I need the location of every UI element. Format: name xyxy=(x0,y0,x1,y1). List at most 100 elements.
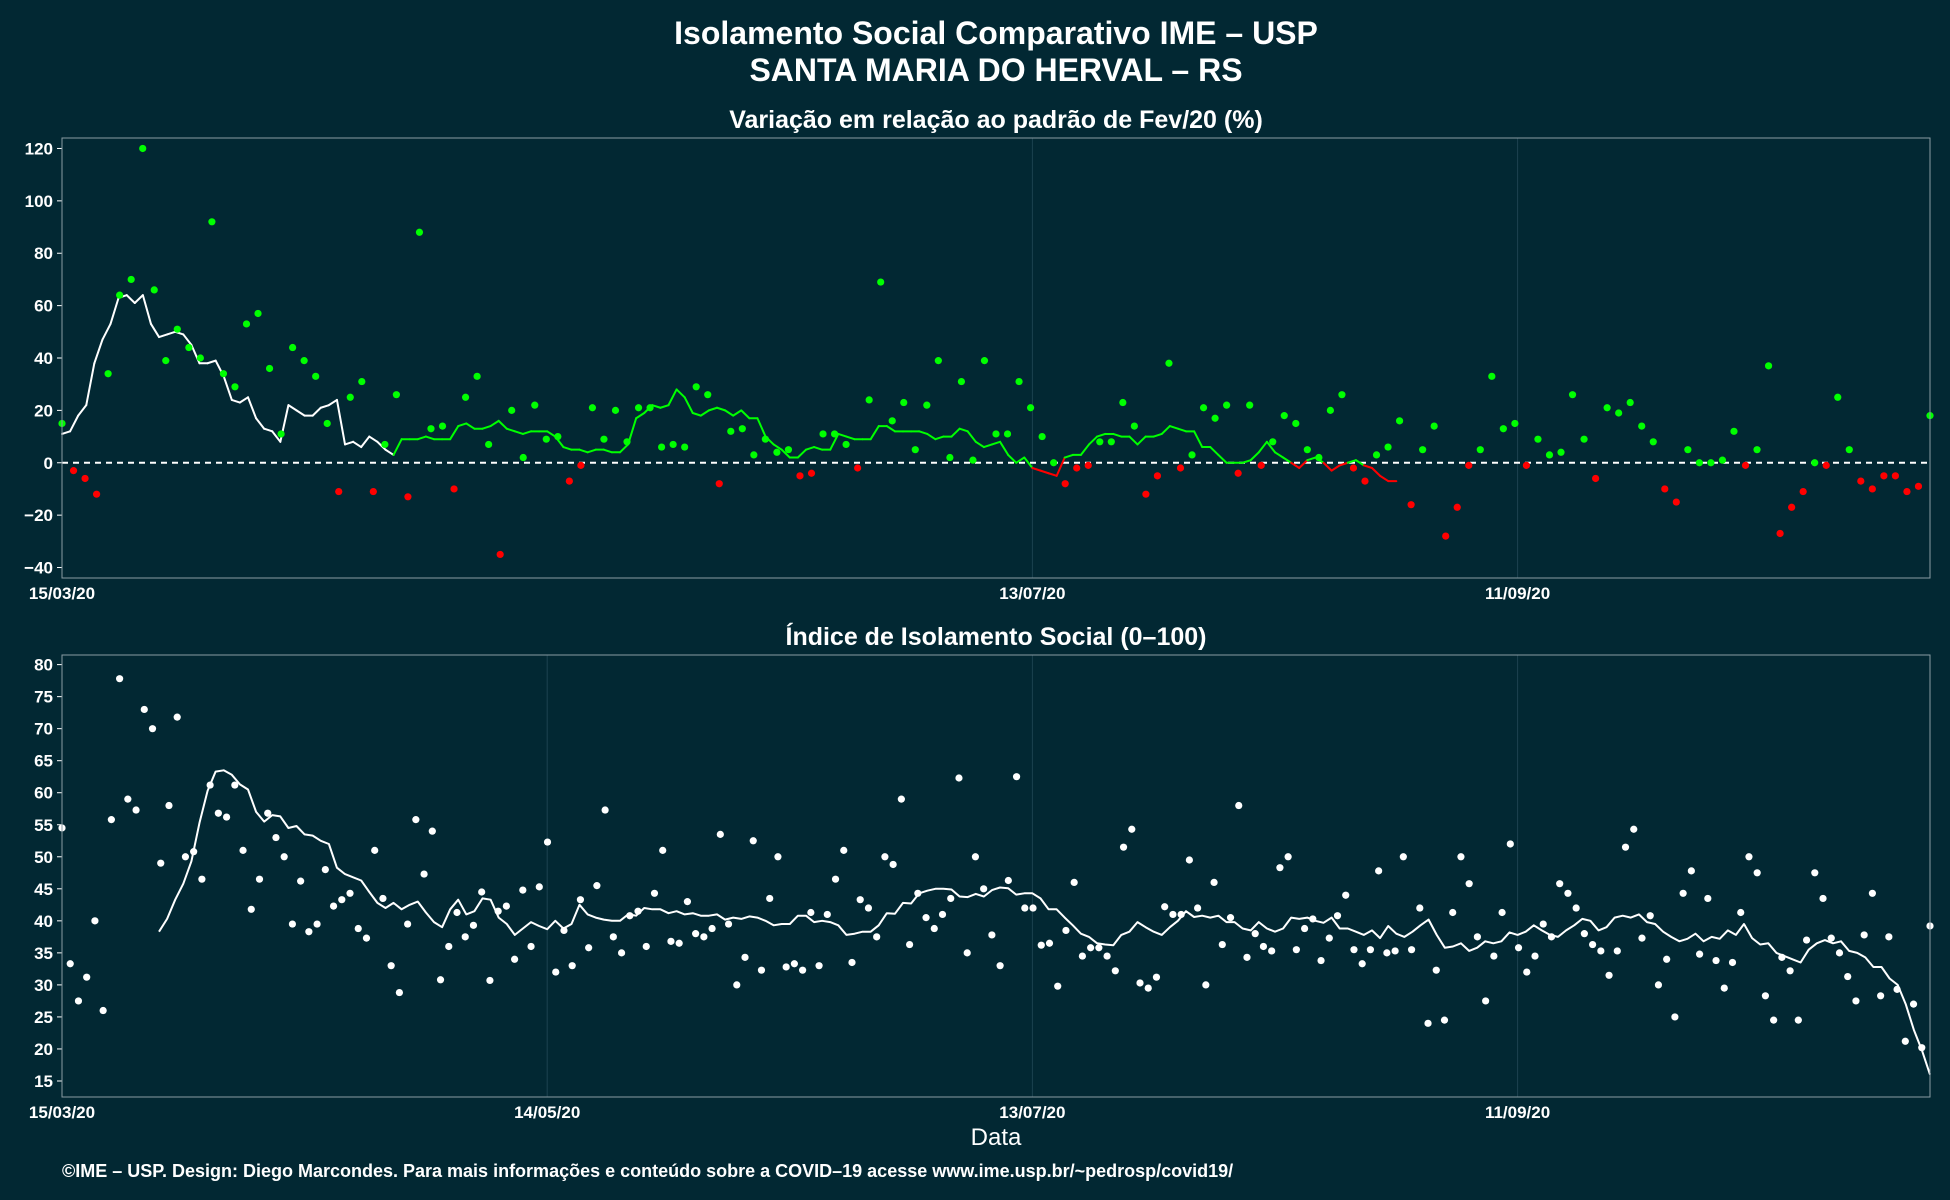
daily-point xyxy=(692,383,700,391)
moving-average-segment xyxy=(950,427,961,438)
footer-credit: ©IME – USP. Design: Diego Marcondes. Par… xyxy=(62,1161,1233,1181)
moving-average-segment xyxy=(675,388,686,399)
moving-average-segment xyxy=(222,375,233,401)
moving-average-segment xyxy=(934,435,945,441)
daily-point xyxy=(1918,1044,1926,1052)
moving-average-segment xyxy=(1168,425,1179,430)
y-tick-label: 30 xyxy=(34,976,53,995)
daily-point xyxy=(623,438,631,446)
daily-point xyxy=(1465,880,1473,888)
x-tick-label: 11/09/20 xyxy=(1485,1103,1550,1122)
daily-point xyxy=(362,934,371,942)
daily-point xyxy=(708,924,716,933)
moving-average-segment xyxy=(982,443,993,449)
daily-point xyxy=(873,933,881,941)
moving-average-segment xyxy=(1346,459,1357,464)
daily-point xyxy=(1096,438,1104,446)
y-tick-label: 40 xyxy=(34,349,53,368)
daily-point xyxy=(478,888,486,896)
daily-point xyxy=(819,430,827,438)
daily-point xyxy=(1822,461,1830,469)
daily-point xyxy=(1844,972,1852,981)
moving-average-segment xyxy=(360,435,371,449)
daily-point xyxy=(854,464,862,472)
moving-average-segment xyxy=(158,333,169,339)
daily-point xyxy=(1315,453,1323,462)
daily-point xyxy=(104,370,112,378)
daily-point xyxy=(969,456,977,464)
daily-point xyxy=(1621,843,1630,851)
moving-average-segment xyxy=(724,409,735,417)
daily-point xyxy=(1300,924,1309,933)
daily-point xyxy=(1835,949,1844,957)
daily-point xyxy=(196,354,204,362)
daily-point xyxy=(782,963,790,971)
moving-average-segment xyxy=(707,406,719,412)
daily-point xyxy=(1903,487,1911,496)
daily-point xyxy=(650,889,659,897)
daily-point xyxy=(1280,412,1288,420)
daily-point xyxy=(1342,891,1350,899)
daily-point xyxy=(588,404,597,412)
moving-average-segment xyxy=(416,435,427,441)
daily-point xyxy=(1235,801,1243,810)
panel-variacao: 15/03/20 13/07/20 11/09/20 −40 −20 0 20 40 60 80 1… xyxy=(24,137,1934,603)
daily-point xyxy=(1054,982,1062,990)
y-tick-label: 80 xyxy=(34,656,53,675)
daily-point xyxy=(280,853,288,861)
daily-point xyxy=(1857,477,1865,485)
daily-point xyxy=(1499,425,1507,433)
daily-point xyxy=(1430,422,1438,430)
daily-point xyxy=(1029,904,1037,912)
daily-point xyxy=(1440,1016,1449,1024)
daily-point xyxy=(611,406,620,414)
moving-average-segment xyxy=(206,359,217,365)
daily-point xyxy=(461,393,470,401)
moving-average-segment xyxy=(424,435,435,441)
daily-point xyxy=(1084,461,1092,469)
daily-point xyxy=(1358,960,1366,968)
daily-point xyxy=(1564,889,1572,897)
chart-title-line1: Isolamento Social Comparativo IME – USP xyxy=(674,15,1318,51)
moving-average-segment xyxy=(651,404,662,409)
y-tick-label: 15 xyxy=(34,1072,53,1091)
daily-point xyxy=(139,144,147,153)
daily-point xyxy=(1407,501,1415,509)
daily-point xyxy=(415,228,424,236)
daily-point xyxy=(1531,952,1539,960)
daily-point xyxy=(1087,944,1095,952)
daily-point xyxy=(1545,451,1554,459)
moving-average-segment xyxy=(327,398,338,407)
daily-point xyxy=(1511,419,1519,428)
daily-point xyxy=(1107,438,1115,446)
y-tick-label: 75 xyxy=(34,688,53,707)
daily-point xyxy=(127,275,135,284)
daily-point xyxy=(1465,461,1473,469)
moving-average-segment xyxy=(1338,461,1349,467)
moving-average-segment xyxy=(457,422,468,428)
moving-average-segment xyxy=(837,432,848,438)
daily-point xyxy=(300,357,308,365)
moving-average-segment xyxy=(1015,456,1026,464)
daily-point xyxy=(354,924,362,933)
daily-point xyxy=(1045,939,1054,947)
moving-average-segment xyxy=(481,425,492,430)
daily-point xyxy=(1891,472,1900,480)
daily-point xyxy=(427,425,435,433)
y-tick-label: 55 xyxy=(34,816,53,835)
daily-point xyxy=(148,725,157,733)
daily-point xyxy=(1338,391,1346,399)
moving-average-segment xyxy=(182,333,193,346)
daily-point xyxy=(565,477,573,485)
daily-point xyxy=(577,461,585,469)
daily-point xyxy=(727,427,735,435)
daily-point xyxy=(1142,490,1150,498)
y-tick-label: 80 xyxy=(34,244,53,263)
moving-average-segment xyxy=(974,440,985,449)
moving-average-segment xyxy=(958,427,969,433)
daily-point xyxy=(1534,435,1542,443)
daily-point xyxy=(889,860,897,869)
daily-point xyxy=(66,960,74,968)
daily-point xyxy=(198,875,206,883)
moving-average-segment xyxy=(1298,459,1309,469)
